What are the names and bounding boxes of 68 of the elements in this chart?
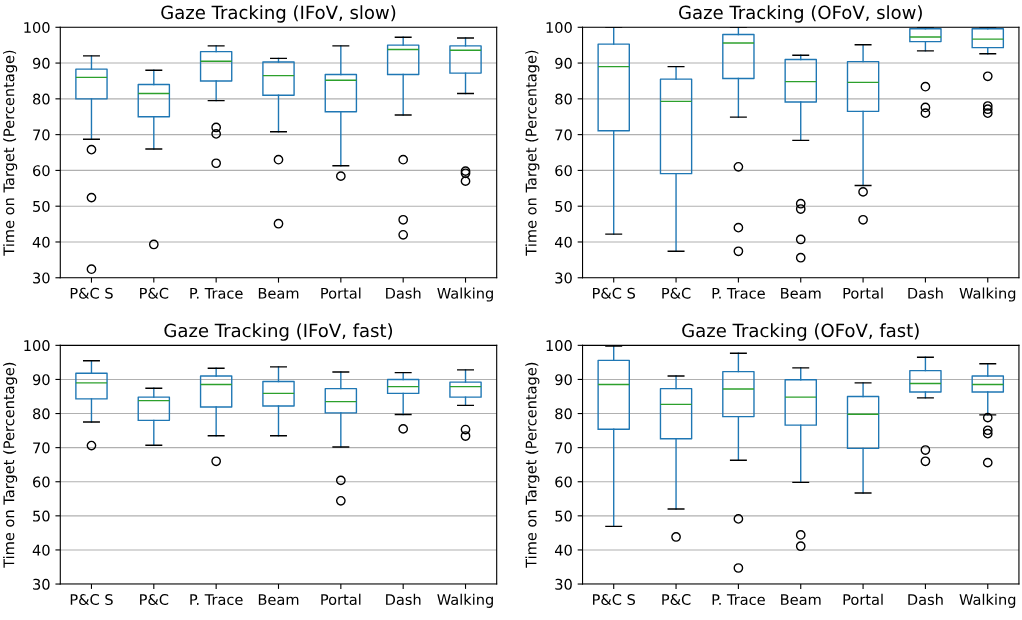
- chart-title: Gaze Tracking (IFoV, fast): [164, 323, 393, 341]
- y-tick-label: 50: [555, 510, 572, 522]
- y-tick-label: 80: [33, 408, 50, 420]
- y-tick-label: 90: [555, 57, 572, 69]
- x-tick-label: Dash: [908, 287, 943, 299]
- y-tick-label: 100: [546, 22, 572, 34]
- x-tick-label: Walking: [959, 593, 1016, 608]
- y-tick-label: 100: [546, 340, 572, 352]
- x-tick-label: Beam: [781, 287, 821, 299]
- y-tick-label: 50: [33, 510, 50, 522]
- x-tick-label: P. Trace: [190, 594, 243, 606]
- y-tick-label: 90: [32, 57, 50, 69]
- y-tick-label: 40: [554, 236, 572, 248]
- x-tick-label: Portal: [321, 287, 361, 299]
- x-tick-label: Beam: [781, 594, 821, 606]
- y-tick-label: 30: [33, 272, 50, 284]
- x-tick-label: P. Trace: [712, 287, 765, 299]
- y-tick-label: 70: [33, 442, 50, 454]
- y-tick-label: 80: [33, 93, 50, 105]
- x-tick-label: P&C: [140, 594, 169, 606]
- y-tick-label: 90: [555, 374, 572, 386]
- y-tick-label: 60: [33, 165, 50, 177]
- x-tick-label: Dash: [386, 593, 421, 606]
- y-tick-label: 50: [555, 200, 572, 212]
- y-tick-label: 30: [555, 578, 572, 590]
- y-tick-label: 50: [33, 200, 50, 212]
- y-tick-label: 60: [555, 165, 572, 177]
- x-tick-label: P&C S: [593, 594, 636, 606]
- x-tick-label: P&C S: [70, 594, 113, 606]
- x-tick-label: P. Trace: [190, 287, 243, 299]
- x-tick-label: P&C: [140, 287, 169, 299]
- x-tick-label: Portal: [843, 593, 883, 606]
- y-tick-label: 80: [555, 408, 572, 420]
- x-tick-label: Walking: [437, 593, 493, 608]
- y-tick-label: 70: [33, 129, 50, 141]
- x-tick-label: Dash: [908, 593, 943, 606]
- x-tick-label: Portal: [321, 593, 361, 606]
- x-tick-label: P&C: [662, 594, 691, 606]
- x-tick-label: Beam: [258, 287, 299, 299]
- y-tick-label: 40: [554, 544, 572, 556]
- chart-title: Gaze Tracking (OFoV, fast): [682, 323, 919, 341]
- chart-title: Gaze Tracking (OFoV, slow): [679, 5, 922, 23]
- y-tick-label: 100: [24, 340, 50, 352]
- y-tick-label: 70: [555, 129, 572, 141]
- y-tick-label: 90: [32, 374, 50, 386]
- x-tick-label: P&C: [662, 287, 691, 299]
- y-axis-title: Time on Target (Percentage): [3, 50, 18, 256]
- y-axis-title: Time on Target (Percentage): [525, 50, 540, 256]
- y-axis-title: Time on Target (Percentage): [3, 362, 18, 568]
- y-axis-title: Time on Target (Percentage): [525, 362, 540, 568]
- y-tick-label: 30: [555, 272, 572, 284]
- chart-title: Gaze Tracking (IFoV, slow): [161, 5, 396, 23]
- x-tick-label: P&C S: [593, 287, 636, 299]
- x-tick-label: Dash: [386, 287, 421, 299]
- x-tick-label: P. Trace: [712, 594, 765, 606]
- y-tick-label: 30: [33, 578, 50, 590]
- y-tick-label: 40: [32, 544, 50, 556]
- x-tick-label: Portal: [843, 287, 883, 299]
- y-tick-label: 70: [555, 442, 572, 454]
- y-tick-label: 40: [32, 236, 50, 248]
- x-tick-label: P&C S: [70, 287, 113, 299]
- y-tick-label: 80: [555, 93, 572, 105]
- y-tick-label: 100: [24, 22, 50, 34]
- x-tick-label: Walking: [437, 287, 493, 302]
- x-tick-label: Beam: [258, 594, 299, 606]
- x-tick-label: Walking: [959, 287, 1016, 302]
- y-tick-label: 60: [33, 476, 50, 488]
- y-tick-label: 60: [555, 476, 572, 488]
